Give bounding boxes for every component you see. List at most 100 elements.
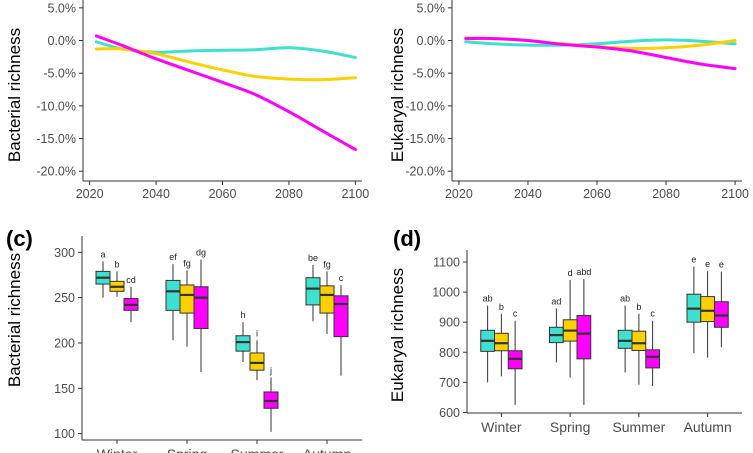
panel-d-box-summer-series-3 xyxy=(645,349,660,369)
panel-b-ylabel: Eukaryal richness xyxy=(388,28,407,162)
panel-b-ytick-label: -15.0% xyxy=(405,132,445,146)
panel-c-category-label: Autumn xyxy=(303,446,351,453)
panel-d-ticks xyxy=(463,261,709,417)
panel-d-category-label: Autumn xyxy=(684,419,732,435)
panel-b-ytick-label: -20.0% xyxy=(405,165,445,179)
panel-a: Bacterial richness 5.0% 0.0% -5.0% -10.0% -1… xyxy=(5,0,369,201)
panel-a-xtick-label: 2060 xyxy=(209,187,237,201)
panel-a-ytick-label: -20.0% xyxy=(36,165,76,179)
panel-a-xtick-label: 2080 xyxy=(275,187,303,201)
panel-a-xtick-label: 2020 xyxy=(76,187,104,201)
panel-b-ytick-label: -10.0% xyxy=(405,99,445,113)
panel-c-box-summer-series-2-letter: i xyxy=(256,328,258,338)
panel-c-box-autumn-series-3 xyxy=(333,295,349,338)
panel-c-box-autumn-series-1-letter: be xyxy=(308,253,318,263)
panel-c-label: (c) xyxy=(6,226,33,251)
panel-c-ticks xyxy=(78,251,328,444)
panel-d-box-summer-series-2-letter: b xyxy=(636,302,641,312)
panel-c-box-spring-series-2 xyxy=(179,284,195,314)
panel-b-line-series-3 xyxy=(464,36,737,71)
panel-c: (c) Bacterial richness 100 150 200 250 300 W… xyxy=(5,226,362,453)
panel-a-lines xyxy=(94,34,357,152)
panel-d-box-winter-series-1-letter: ab xyxy=(483,294,493,304)
panel-b-xtick-label: 2080 xyxy=(652,187,680,201)
panel-d-category-label: Spring xyxy=(550,419,590,435)
panel-d-category-label: Summer xyxy=(612,419,665,435)
panel-a-ticks xyxy=(79,7,356,185)
panel-a-xtick-labels: 2020 2040 2060 2080 2100 xyxy=(76,187,370,201)
panel-a-line-series-2 xyxy=(94,47,357,82)
panel-c-box-summer-series-2 xyxy=(249,352,265,371)
panel-d-box-spring-series-3-letter: abd xyxy=(576,267,591,277)
panel-d-ytick-label: 600 xyxy=(439,406,460,420)
panel-d-box-summer-series-3-letter: c xyxy=(650,309,655,319)
panel-b-line-series-1 xyxy=(464,38,737,47)
panel-c-ytick-labels: 100 150 200 250 300 xyxy=(54,246,75,441)
panel-a-ytick-label: 0.0% xyxy=(48,34,77,48)
panel-c-box-autumn-series-3-letter: c xyxy=(339,273,344,283)
panel-b-ytick-label: 5.0% xyxy=(417,1,446,15)
panel-c-box-spring-series-2-letter: fg xyxy=(183,258,191,268)
panel-d: (d) Eukaryal richness 600 700 800 900 1000 11… xyxy=(388,226,742,435)
panel-b: Eukaryal richness 5.0% 0.0% -5.0% -10.0% -15… xyxy=(388,0,749,201)
panel-d-ytick-label: 800 xyxy=(439,346,460,360)
panel-b-ytick-label: -5.0% xyxy=(412,67,445,81)
panel-c-ytick-label: 250 xyxy=(54,291,75,305)
panel-a-xtick-label: 2040 xyxy=(142,187,170,201)
panel-d-box-autumn-series-2-letter: e xyxy=(705,259,710,269)
panel-c-box-autumn-series-2-letter: fg xyxy=(323,259,331,269)
panel-d-ytick-label: 1100 xyxy=(433,256,460,270)
panel-c-ytick-label: 300 xyxy=(54,246,75,260)
panel-c-box-summer-series-1 xyxy=(235,335,251,352)
panel-d-box-summer-series-1-letter: ab xyxy=(620,294,630,304)
panel-c-box-winter-series-3-letter: cd xyxy=(126,275,136,285)
panel-d-box-summer-series-2 xyxy=(631,330,647,351)
panel-d-box-autumn-series-3-letter: e xyxy=(719,260,724,270)
panel-a-xtick-label: 2100 xyxy=(341,187,369,201)
panel-d-category-labels: Winter Spring Summer Autumn xyxy=(481,419,732,435)
panel-c-box-summer-series-1-letter: h xyxy=(240,310,245,320)
panel-c-box-winter-series-2-letter: b xyxy=(114,259,119,269)
panel-b-ytick-labels: 5.0% 0.0% -5.0% -10.0% -15.0% -20.0% xyxy=(405,1,445,178)
panel-a-line-series-3 xyxy=(94,34,357,152)
panel-c-ytick-label: 150 xyxy=(54,382,75,396)
panel-a-ytick-label: 5.0% xyxy=(48,1,77,15)
panel-d-box-spring-series-2-letter: d xyxy=(568,268,573,278)
panel-c-box-winter-series-1-letter: a xyxy=(100,249,105,259)
panel-b-xtick-label: 2020 xyxy=(445,187,473,201)
panel-d-ytick-label: 900 xyxy=(439,316,460,330)
panel-b-ticks xyxy=(448,7,736,185)
panel-c-box-autumn-series-2 xyxy=(319,285,335,314)
panel-a-ytick-label: -10.0% xyxy=(36,99,76,113)
panel-d-ylabel: Eukaryal richness xyxy=(388,268,407,402)
panel-b-xtick-label: 2100 xyxy=(721,187,749,201)
panel-b-xtick-labels: 2020 2040 2060 2080 2100 xyxy=(445,187,749,201)
panel-d-box-spring-series-3 xyxy=(576,315,592,360)
panel-d-box-autumn-series-1-letter: e xyxy=(691,255,696,265)
panel-b-lines xyxy=(464,36,737,71)
panel-b-xtick-label: 2060 xyxy=(583,187,611,201)
panel-d-box-autumn-series-2 xyxy=(700,296,715,323)
panel-d-box-winter-series-2 xyxy=(494,332,509,352)
panel-c-box-spring-series-1 xyxy=(165,279,181,311)
panel-a-ytick-labels: 5.0% 0.0% -5.0% -10.0% -15.0% -20.0% xyxy=(36,1,76,178)
panel-c-category-labels: Winter Spring Summer Autumn xyxy=(97,446,351,453)
panel-d-ytick-label: 700 xyxy=(439,376,460,390)
panel-d-label: (d) xyxy=(393,226,421,251)
panel-d-box-summer-series-1 xyxy=(617,329,633,349)
panel-c-box-summer-series-3-letter: j xyxy=(269,365,272,375)
panel-a-ytick-label: -5.0% xyxy=(43,67,76,81)
panel-d-ytick-labels: 600 700 800 900 1000 1100 xyxy=(432,256,460,420)
panel-c-box-spring-series-3 xyxy=(193,286,209,329)
panel-c-category-label: Winter xyxy=(97,446,138,453)
panel-d-box-winter-series-2-letter: b xyxy=(499,302,504,312)
panel-c-category-label: Spring xyxy=(167,446,207,453)
panel-c-category-label: Summer xyxy=(231,446,284,453)
panel-c-box-spring-series-1-letter: ef xyxy=(169,252,177,262)
panel-c-ytick-label: 200 xyxy=(54,336,75,350)
panel-c-ytick-label: 100 xyxy=(54,427,75,441)
panel-a-ytick-label: -15.0% xyxy=(36,132,76,146)
